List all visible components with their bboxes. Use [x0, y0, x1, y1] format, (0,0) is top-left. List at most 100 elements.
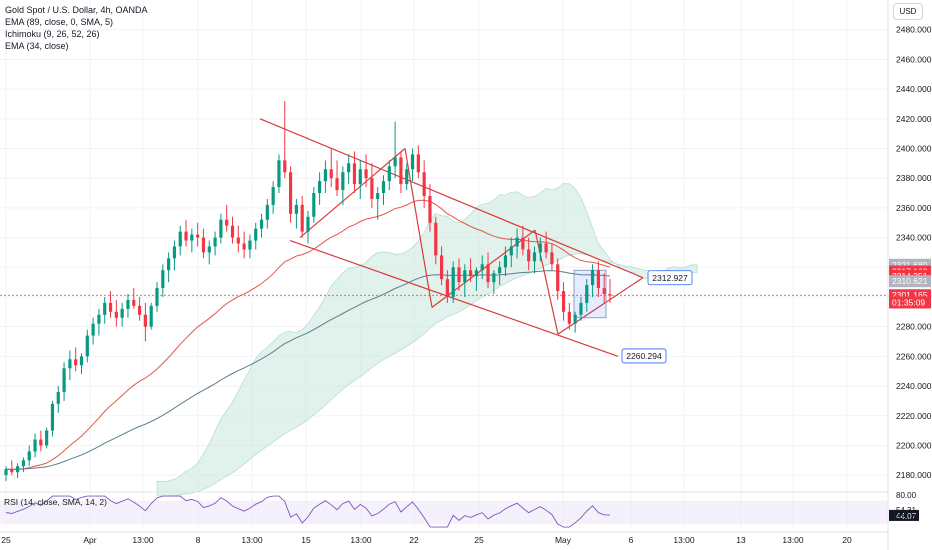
price-tag-label: 2301.165 — [892, 290, 928, 300]
candle-body — [439, 255, 444, 280]
candle-body — [434, 222, 438, 256]
candle-body — [45, 430, 49, 446]
candle-body — [579, 302, 583, 315]
candle-body — [370, 178, 374, 199]
symbol-title[interactable]: Gold Spot / U.S. Dollar, 4h, OANDA — [5, 5, 148, 15]
candle-body — [306, 216, 310, 232]
candle-body — [230, 225, 235, 238]
y-tick-label: 2280.000 — [896, 322, 932, 332]
candle-body — [602, 288, 606, 294]
candle-body — [167, 258, 171, 271]
candle-body — [596, 270, 600, 289]
candle-body — [79, 356, 84, 366]
x-tick-label: 8 — [196, 535, 201, 545]
currency-button[interactable]: USD — [893, 3, 923, 20]
candle-body — [550, 252, 554, 265]
candle-body — [329, 169, 333, 179]
candle-body — [428, 196, 432, 223]
candle-body — [492, 273, 496, 283]
ema-34-label[interactable]: EMA (34, close) — [5, 41, 69, 51]
channel-lower-line — [289, 239, 619, 357]
candle-body — [108, 302, 113, 312]
candle-body — [608, 294, 612, 296]
rsi-tick-label: 42.14 — [896, 513, 917, 522]
target-price-box — [621, 348, 667, 364]
y-tick-label: 2200.000 — [896, 440, 932, 450]
rsi-band — [0, 500, 888, 525]
candle-body — [422, 172, 426, 196]
candles — [4, 100, 612, 482]
indicator-legend: Gold Spot / U.S. Dollar, 4h, OANDA EMA (… — [5, 4, 148, 52]
y-tick-label: 2480.000 — [896, 25, 932, 35]
channel-upper-line — [259, 118, 644, 279]
x-tick-label: 15 — [301, 535, 311, 545]
rsi-legend[interactable]: RSI (14, close, SMA, 14, 2) — [4, 497, 107, 507]
candle-body — [474, 270, 479, 277]
candle-body — [498, 267, 502, 274]
x-tick-label: 13:00 — [350, 535, 372, 545]
candle-body — [16, 466, 20, 473]
y-tick-label: 2440.000 — [896, 84, 932, 94]
candle-body — [335, 178, 339, 191]
candle-body — [318, 181, 322, 194]
ema-34-line — [5, 199, 611, 470]
candle-body — [399, 157, 403, 185]
candle-body — [544, 243, 548, 253]
y-tick-label: 2340.000 — [896, 233, 932, 243]
zigzag-up-1 — [299, 148, 406, 239]
candle-body — [532, 252, 537, 262]
y-tick-label: 2240.000 — [896, 381, 932, 391]
y-tick-label: 2220.000 — [896, 411, 932, 421]
ichimoku-label[interactable]: Ichimoku (9, 26, 52, 26) — [5, 29, 100, 39]
candle-body — [103, 302, 107, 315]
candle-body — [254, 228, 258, 241]
candle-body — [352, 163, 357, 185]
candle-body — [486, 264, 490, 283]
candle-body — [259, 219, 264, 229]
candle-body — [184, 231, 188, 241]
candle-body — [201, 237, 206, 253]
zigzag-down-1 — [404, 148, 433, 308]
price-tag — [889, 275, 931, 288]
candle-body — [288, 172, 293, 214]
candle-body — [271, 187, 275, 205]
candle-body — [248, 240, 252, 250]
candle-body — [573, 314, 577, 324]
ema-89-line — [5, 270, 611, 470]
rsi-line — [5, 495, 611, 528]
x-tick-label: 13:00 — [132, 535, 154, 545]
candle-body — [515, 237, 519, 247]
candle-body — [114, 311, 118, 318]
x-tick-label: 20 — [842, 535, 852, 545]
candle-body — [277, 160, 281, 188]
candle-body — [457, 267, 461, 283]
candle-body — [503, 255, 508, 268]
flag-box — [573, 269, 607, 319]
candle-body — [74, 359, 78, 366]
candle-body — [126, 299, 130, 309]
y-tick-label: 2380.000 — [896, 173, 932, 183]
candle-body — [463, 270, 467, 283]
ema-89-label[interactable]: EMA (89, close, 0, SMA, 5) — [5, 17, 114, 27]
candle-body — [469, 270, 473, 277]
candle-body — [172, 246, 177, 259]
candle-body — [567, 311, 571, 324]
candle-body — [561, 291, 566, 312]
x-tick-label: May — [555, 535, 572, 545]
candle-body — [312, 193, 316, 217]
price-labels: 2321.6802317.1602314.2512310.6212301.165… — [889, 258, 931, 309]
y-tick-label: 2460.000 — [896, 54, 932, 64]
candle-body — [62, 368, 66, 392]
x-tick-label: 25 — [474, 535, 484, 545]
candle-body — [219, 219, 223, 238]
target-price-box — [647, 270, 693, 286]
price-tag-label: 2321.680 — [892, 260, 928, 270]
candle-body — [521, 237, 525, 250]
candle-body — [347, 163, 351, 173]
candle-body — [4, 469, 8, 476]
time-axis: 25 Apr 13:00 8 13:00 15 13:00 22 25 May 6 13:00 13 13… — [0, 531, 888, 545]
y-tick-label: 2420.000 — [896, 114, 932, 124]
